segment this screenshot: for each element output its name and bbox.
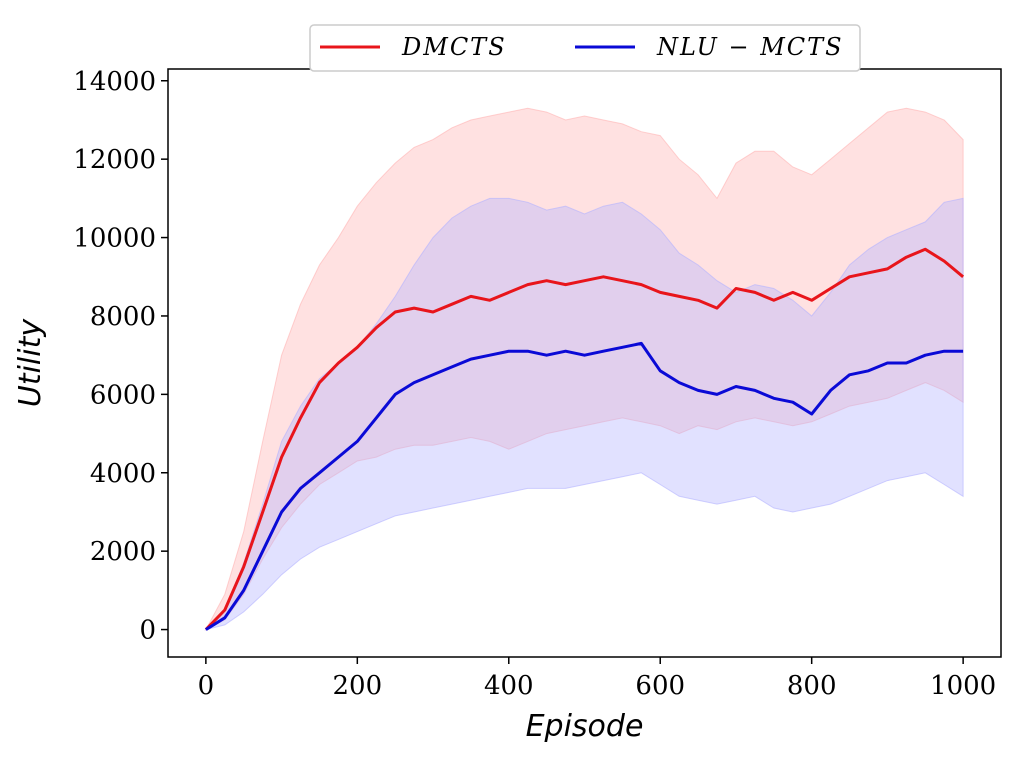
x-tick-label: 800 [787,671,837,701]
y-tick-label: 4000 [90,459,156,489]
series-lines [204,247,965,631]
legend-label-1: NLU − MCTS [656,33,844,61]
x-tick-label: 0 [198,671,215,701]
y-tick-label: 12000 [73,145,156,175]
line-series-1 [205,341,964,631]
y-tick-label: 14000 [73,67,156,97]
x-tick-label: 400 [484,671,534,701]
y-tick-label: 0 [139,616,156,646]
legend-label-0: DMCTS [401,33,507,61]
y-tick-label: 2000 [90,537,156,567]
legend: DMCTS NLU − MCTS [309,24,861,72]
band-series-1 [204,197,964,631]
confidence-bands [204,107,964,631]
y-tick-label: 8000 [90,302,156,332]
x-tick-label: 600 [635,671,685,701]
y-tick-label: 10000 [73,224,156,254]
line-series-0 [204,247,965,631]
axis-ticks: 0 200 400 600 800 100002000400060008000100001… [73,67,996,701]
y-tick-label: 6000 [90,380,156,410]
y-axis-title: Utility [13,318,48,407]
x-tick-label: 200 [332,671,382,701]
x-axis-title: Episode [526,709,644,744]
x-tick-label: 1000 [930,671,996,701]
